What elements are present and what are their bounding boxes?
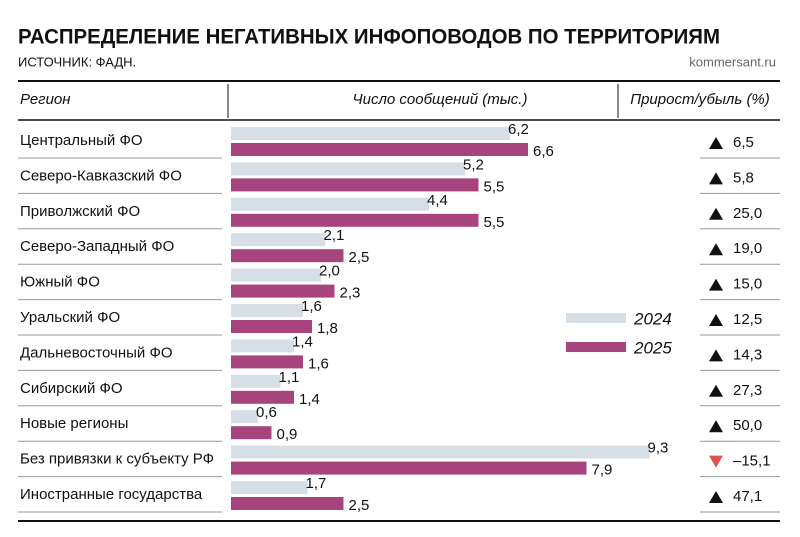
value-label: 4,4 [427,192,448,209]
column-header: Число сообщений (тыс.) [353,91,528,108]
value-label: 5,5 [484,178,505,195]
change-label: 50,0 [733,417,762,434]
change-arrow [709,384,723,397]
category-label: Иностранные государства [20,486,203,503]
column-header: Прирост/убыль (%) [630,91,770,108]
value-label: 2,3 [340,285,361,302]
change-arrow [709,172,723,185]
bar [231,268,321,282]
bar [231,320,312,333]
bar [231,304,303,317]
category-label: Северо-Западный ФО [20,238,174,255]
bar [231,374,281,388]
category-label: Новые регионы [20,415,128,432]
change-arrow [709,420,723,433]
change-label: –15,1 [733,453,771,470]
value-label: 5,5 [484,214,505,231]
bar [231,426,272,440]
value-label: 1,8 [317,320,338,337]
value-label: 1,6 [301,298,322,315]
chart-title: РАСПРЕДЕЛЕНИЕ НЕГАТИВНЫХ ИНФОПОВОДОВ ПО … [18,26,720,49]
value-label: 0,6 [256,404,277,421]
legend-swatch [566,342,626,352]
legend-label: 2024 [633,309,672,328]
bar [231,162,465,176]
bar [231,249,344,263]
category-label: Центральный ФО [20,132,143,149]
change-label: 27,3 [733,382,762,399]
bar [231,497,344,510]
value-label: 0,9 [277,426,298,443]
bar [231,127,510,140]
change-arrow [709,137,723,149]
bar [231,197,429,211]
value-label: 2,1 [324,227,345,244]
value-label: 9,3 [648,440,669,457]
category-label: Дальневосточный ФО [20,344,173,361]
category-label: Уральский ФО [20,309,120,326]
change-label: 5,8 [733,169,754,186]
value-label: 6,2 [508,121,529,138]
change-arrow [709,455,723,468]
change-arrow [709,278,723,291]
value-label: 6,6 [533,143,554,160]
change-arrow [709,314,723,326]
bar [231,410,258,424]
value-label: 7,9 [592,462,613,479]
bar [231,339,294,353]
bar [231,284,335,298]
value-label: 1,7 [306,475,327,492]
category-label: Северо-Кавказский ФО [20,167,182,184]
subtitle: ИСТОЧНИК: ФАДН. [18,54,136,69]
bar [231,355,303,369]
value-label: 2,5 [349,249,370,266]
change-label: 25,0 [733,205,762,222]
source: kommersant.ru [689,54,776,69]
bar [231,178,479,192]
bar [231,233,326,247]
value-label: 2,5 [349,497,370,514]
change-arrow [709,349,723,362]
change-arrow [709,491,723,503]
change-label: 47,1 [733,488,762,505]
bar [231,481,308,494]
bar [231,143,528,156]
category-label: Южный ФО [20,274,100,291]
value-label: 1,1 [279,369,300,386]
value-label: 5,2 [463,156,484,173]
category-label: Без привязки к субъекту РФ [20,451,214,468]
category-label: Сибирский ФО [20,380,123,397]
value-label: 1,4 [299,391,320,408]
change-label: 15,0 [733,276,762,293]
value-label: 2,0 [319,263,340,280]
category-label: Приволжский ФО [20,203,140,220]
column-header: Регион [20,91,71,108]
change-label: 14,3 [733,346,762,363]
bar [231,461,587,475]
bar [231,390,294,404]
bar [231,445,650,459]
change-arrow [709,243,723,256]
value-label: 1,6 [308,355,329,372]
legend-swatch [566,313,626,323]
change-label: 6,5 [733,134,754,151]
bar [231,213,479,227]
change-arrow [709,207,723,220]
change-label: 12,5 [733,311,762,328]
change-label: 19,0 [733,240,762,257]
legend-label: 2025 [633,338,672,357]
value-label: 1,4 [292,333,313,350]
